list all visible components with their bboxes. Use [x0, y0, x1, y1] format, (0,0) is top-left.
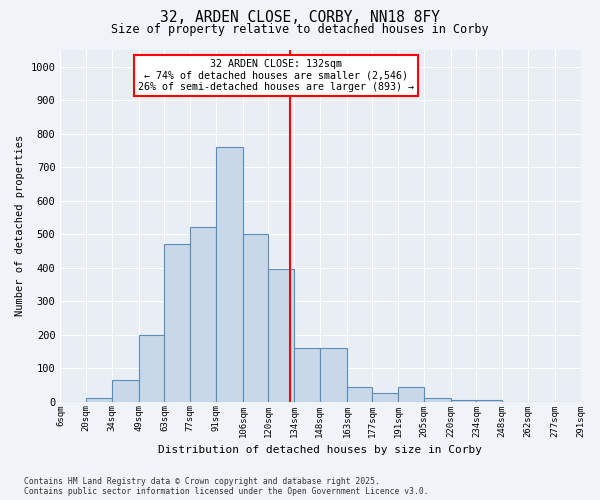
Bar: [164, 244, 190, 402]
Bar: [373, 394, 398, 402]
Text: 32, ARDEN CLOSE, CORBY, NN18 8FY: 32, ARDEN CLOSE, CORBY, NN18 8FY: [160, 10, 440, 25]
Text: Size of property relative to detached houses in Corby: Size of property relative to detached ho…: [111, 22, 489, 36]
X-axis label: Distribution of detached houses by size in Corby: Distribution of detached houses by size …: [158, 445, 482, 455]
Y-axis label: Number of detached properties: Number of detached properties: [15, 135, 25, 316]
Bar: [347, 386, 373, 402]
Bar: [86, 398, 112, 402]
Text: Contains HM Land Registry data © Crown copyright and database right 2025.
Contai: Contains HM Land Registry data © Crown c…: [24, 476, 428, 496]
Bar: [112, 380, 139, 402]
Bar: [398, 386, 424, 402]
Bar: [243, 234, 268, 402]
Text: 32 ARDEN CLOSE: 132sqm
← 74% of detached houses are smaller (2,546)
26% of semi-: 32 ARDEN CLOSE: 132sqm ← 74% of detached…: [138, 59, 414, 92]
Bar: [215, 147, 243, 402]
Bar: [320, 348, 347, 402]
Bar: [476, 400, 502, 402]
Bar: [294, 348, 320, 402]
Bar: [424, 398, 451, 402]
Bar: [268, 270, 294, 402]
Bar: [451, 400, 476, 402]
Bar: [139, 334, 164, 402]
Bar: [190, 228, 215, 402]
